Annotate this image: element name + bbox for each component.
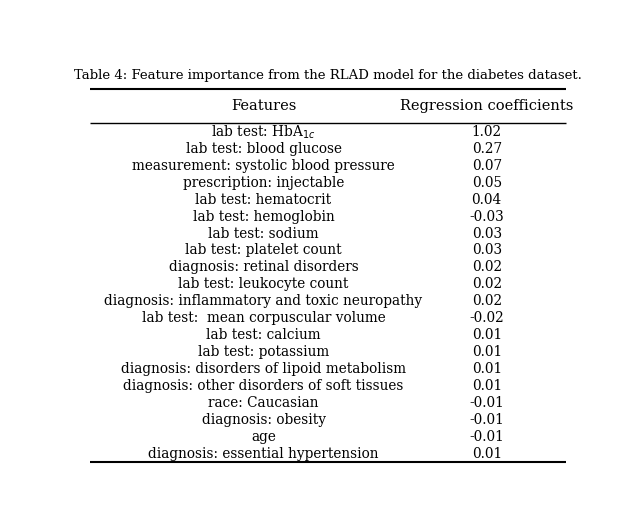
Text: lab test: hemoglobin: lab test: hemoglobin — [193, 210, 334, 224]
Text: 0.01: 0.01 — [472, 379, 502, 393]
Text: 0.07: 0.07 — [472, 159, 502, 173]
Text: lab test: hematocrit: lab test: hematocrit — [195, 193, 332, 206]
Text: diagnosis: other disorders of soft tissues: diagnosis: other disorders of soft tissu… — [124, 379, 404, 393]
Text: 1.02: 1.02 — [472, 125, 502, 139]
Text: diagnosis: obesity: diagnosis: obesity — [202, 413, 326, 427]
Text: Table 4: Feature importance from the RLAD model for the diabetes dataset.: Table 4: Feature importance from the RLA… — [74, 69, 582, 82]
Text: prescription: injectable: prescription: injectable — [183, 176, 344, 190]
Text: -0.02: -0.02 — [469, 311, 504, 325]
Text: -0.01: -0.01 — [469, 430, 504, 444]
Text: diagnosis: inflammatory and toxic neuropathy: diagnosis: inflammatory and toxic neurop… — [104, 294, 422, 308]
Text: lab test: platelet count: lab test: platelet count — [185, 244, 342, 257]
Text: 0.02: 0.02 — [472, 294, 502, 308]
Text: -0.01: -0.01 — [469, 413, 504, 427]
Text: lab test:  mean corpuscular volume: lab test: mean corpuscular volume — [141, 311, 385, 325]
Text: lab test: HbA$_{1c}$: lab test: HbA$_{1c}$ — [211, 123, 316, 140]
Text: 0.01: 0.01 — [472, 362, 502, 376]
Text: age: age — [251, 430, 276, 444]
Text: lab test: sodium: lab test: sodium — [208, 226, 319, 241]
Text: 0.27: 0.27 — [472, 142, 502, 156]
Text: 0.02: 0.02 — [472, 260, 502, 275]
Text: lab test: leukocyte count: lab test: leukocyte count — [179, 277, 349, 291]
Text: -0.03: -0.03 — [469, 210, 504, 224]
Text: 0.05: 0.05 — [472, 176, 502, 190]
Text: 0.01: 0.01 — [472, 328, 502, 342]
Text: diagnosis: disorders of lipoid metabolism: diagnosis: disorders of lipoid metabolis… — [121, 362, 406, 376]
Text: race: Caucasian: race: Caucasian — [208, 396, 319, 410]
Text: -0.01: -0.01 — [469, 396, 504, 410]
Text: 0.03: 0.03 — [472, 244, 502, 257]
Text: measurement: systolic blood pressure: measurement: systolic blood pressure — [132, 159, 395, 173]
Text: 0.01: 0.01 — [472, 447, 502, 461]
Text: lab test: blood glucose: lab test: blood glucose — [186, 142, 342, 156]
Text: 0.03: 0.03 — [472, 226, 502, 241]
Text: lab test: calcium: lab test: calcium — [206, 328, 321, 342]
Text: 0.04: 0.04 — [472, 193, 502, 206]
Text: lab test: potassium: lab test: potassium — [198, 345, 329, 359]
Text: 0.02: 0.02 — [472, 277, 502, 291]
Text: diagnosis: retinal disorders: diagnosis: retinal disorders — [169, 260, 358, 275]
Text: Features: Features — [231, 99, 296, 113]
Text: Regression coefficients: Regression coefficients — [400, 99, 573, 113]
Text: 0.01: 0.01 — [472, 345, 502, 359]
Text: diagnosis: essential hypertension: diagnosis: essential hypertension — [148, 447, 379, 461]
